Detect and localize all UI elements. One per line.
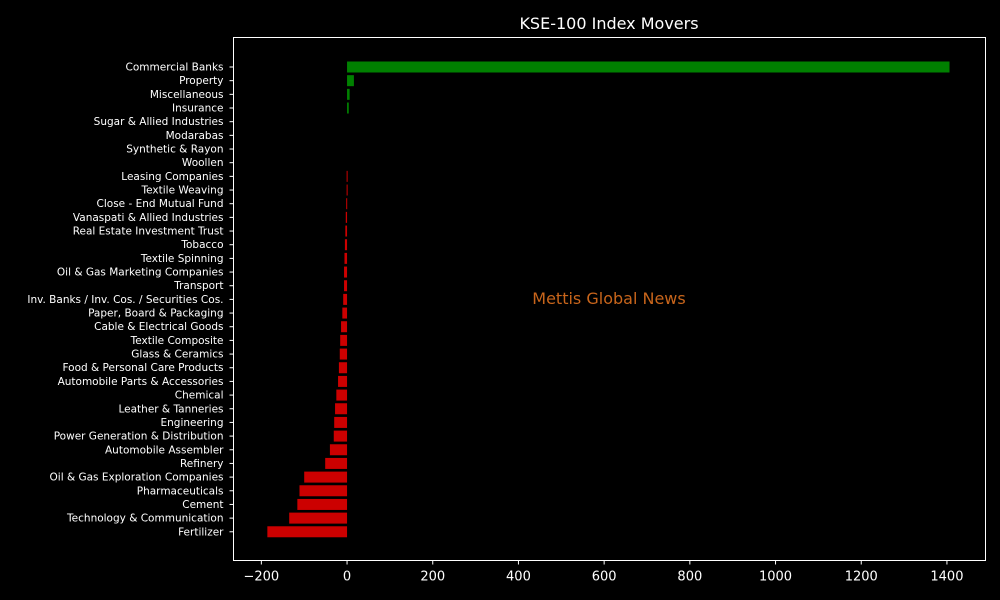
- y-tick-label: Cable & Electrical Goods: [94, 321, 223, 333]
- y-tick-label: Pharmaceuticals: [137, 485, 224, 497]
- bars-group: [267, 61, 950, 538]
- y-tick-label: Sugar & Allied Industries: [94, 116, 224, 128]
- y-tick-label: Oil & Gas Marketing Companies: [57, 267, 224, 279]
- x-tick-label: 600: [592, 570, 617, 585]
- y-tick-label: Inv. Banks / Inv. Cos. / Securities Cos.: [27, 294, 223, 306]
- bar-vanaspati-allied-industries: [345, 211, 348, 223]
- x-tick-label: 1000: [759, 570, 792, 585]
- bar-insurance: [347, 102, 349, 114]
- watermark-text: Mettis Global News: [532, 289, 685, 308]
- y-tick-label: Real Estate Investment Trust: [73, 226, 224, 238]
- y-tick-label: Textile Composite: [130, 335, 224, 347]
- y-tick-label: Paper, Board & Packaging: [88, 308, 223, 320]
- bar-cable-electrical-goods: [341, 321, 348, 333]
- y-tick-label: Vanaspati & Allied Industries: [73, 212, 224, 224]
- x-tick-label: 1200: [845, 570, 878, 585]
- bar-inv-banks-inv-cos-securities-cos: [343, 293, 348, 305]
- y-tick-label: Woollen: [182, 157, 224, 169]
- x-tick-label: 1400: [930, 570, 963, 585]
- bar-refinery: [325, 457, 348, 469]
- y-tick-label: Miscellaneous: [150, 89, 224, 101]
- y-tick-label: Textile Spinning: [140, 253, 224, 265]
- y-tick-label: Textile Weaving: [141, 185, 224, 197]
- bar-power-generation-distribution: [333, 430, 348, 442]
- bar-tobacco: [344, 239, 348, 251]
- bar-property: [347, 75, 354, 87]
- x-tick-label: 200: [420, 570, 445, 585]
- y-tick-label: Insurance: [172, 103, 224, 115]
- bar-cement: [297, 498, 348, 510]
- chart-title: KSE-100 Index Movers: [519, 14, 698, 33]
- bar-transport: [344, 280, 348, 292]
- bar-automobile-assembler: [329, 444, 348, 456]
- y-tick-label: Transport: [173, 280, 223, 292]
- y-tick-label: Power Generation & Distribution: [54, 431, 224, 443]
- bar-real-estate-investment-trust: [345, 225, 348, 237]
- y-tick-label: Technology & Communication: [66, 513, 223, 525]
- x-tick-label: 0: [343, 570, 351, 585]
- x-axis: −200 0 200 400 600 800 1000 1200 1400: [243, 560, 963, 585]
- x-tick-label: 400: [506, 570, 531, 585]
- bar-leather-tanneries: [335, 403, 348, 415]
- bar-food-personal-care-products: [338, 362, 348, 374]
- bar-technology-communication: [289, 512, 348, 524]
- y-tick-label: Automobile Assembler: [105, 444, 224, 456]
- bar-close-end-mutual-fund: [346, 198, 348, 210]
- y-tick-label: Tobacco: [180, 239, 223, 251]
- bar-glass-ceramics: [339, 348, 348, 360]
- bar-oil-gas-exploration-companies: [304, 471, 348, 483]
- y-tick-label: Oil & Gas Exploration Companies: [50, 472, 224, 484]
- bar-oil-gas-marketing-companies: [344, 266, 348, 278]
- bar-textile-spinning: [344, 252, 348, 264]
- bar-paper-board-packaging: [342, 307, 348, 319]
- y-tick-label: Synthetic & Rayon: [126, 144, 223, 156]
- y-tick-label: Leather & Tanneries: [118, 403, 223, 415]
- bar-textile-composite: [340, 334, 348, 346]
- y-tick-label: Cement: [182, 499, 223, 511]
- y-tick-label: Fertilizer: [178, 526, 224, 538]
- bar-chemical: [336, 389, 348, 401]
- y-tick-label: Commercial Banks: [126, 62, 224, 74]
- y-tick-label: Refinery: [180, 458, 224, 470]
- y-tick-label: Property: [179, 75, 223, 87]
- bar-fertilizer: [267, 526, 348, 538]
- y-tick-label: Engineering: [161, 417, 224, 429]
- y-tick-label: Close - End Mutual Fund: [97, 198, 224, 210]
- bar-commercial-banks: [347, 61, 950, 73]
- bar-miscellaneous: [347, 88, 350, 100]
- y-tick-label: Modarabas: [166, 130, 224, 142]
- y-tick-label: Glass & Ceramics: [131, 349, 223, 361]
- x-tick-label: −200: [243, 570, 279, 585]
- y-tick-label: Chemical: [175, 390, 224, 402]
- bar-textile-weaving: [346, 184, 348, 196]
- x-tick-label: 800: [677, 570, 702, 585]
- bar-automobile-parts-accessories: [338, 375, 348, 387]
- bar-leasing-companies: [346, 170, 348, 182]
- bar-engineering: [334, 416, 348, 428]
- y-tick-label: Food & Personal Care Products: [62, 362, 223, 374]
- bar-pharmaceuticals: [299, 485, 348, 497]
- y-tick-label: Leasing Companies: [121, 171, 223, 183]
- y-tick-label: Automobile Parts & Accessories: [58, 376, 224, 388]
